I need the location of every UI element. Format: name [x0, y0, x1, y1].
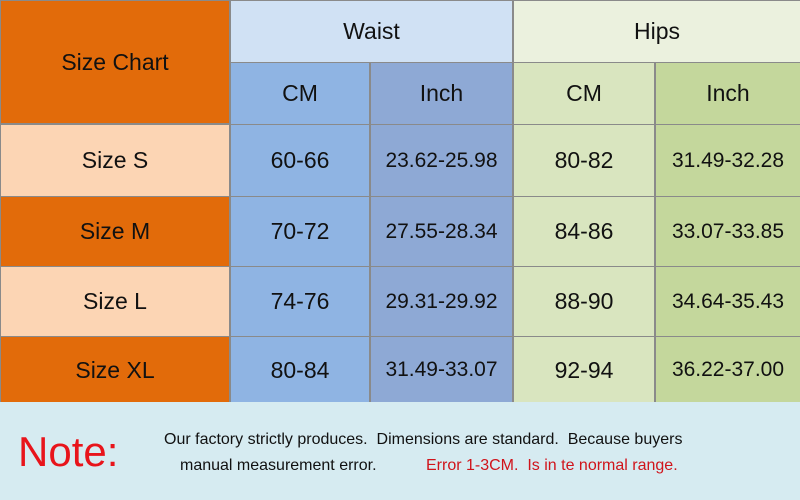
- size-value: 23.62-25.98: [370, 124, 513, 197]
- size-value: 84-86: [513, 196, 655, 267]
- note-text: manual measurement error.: [180, 457, 377, 474]
- size-value: 31.49-33.07: [370, 336, 513, 404]
- size-value: 36.22-37.00: [655, 336, 800, 404]
- size-label: Size L: [0, 266, 230, 337]
- note-text: Our factory strictly produces. Dimension…: [164, 431, 683, 448]
- note-box: Note: Our factory strictly produces. Dim…: [0, 402, 800, 500]
- size-value: 92-94: [513, 336, 655, 404]
- sub-header: CM: [513, 62, 655, 125]
- size-value: 33.07-33.85: [655, 196, 800, 267]
- size-label: Size M: [0, 196, 230, 267]
- size-value: 31.49-32.28: [655, 124, 800, 197]
- size-value: 80-82: [513, 124, 655, 197]
- sub-header: Inch: [655, 62, 800, 125]
- size-label: Size S: [0, 124, 230, 197]
- group-header: Waist: [230, 0, 513, 63]
- size-value: 80-84: [230, 336, 370, 404]
- title-cell: Size Chart: [0, 0, 230, 124]
- size-value: 60-66: [230, 124, 370, 197]
- sub-header: CM: [230, 62, 370, 125]
- sub-header: Inch: [370, 62, 513, 125]
- size-value: 34.64-35.43: [655, 266, 800, 337]
- note-label: Note:: [18, 428, 119, 475]
- size-value: 29.31-29.92: [370, 266, 513, 337]
- note-warning: Error 1-3CM. Is in te normal range.: [426, 457, 678, 474]
- size-value: 27.55-28.34: [370, 196, 513, 267]
- size-label: Size XL: [0, 336, 230, 404]
- size-value: 74-76: [230, 266, 370, 337]
- size-value: 70-72: [230, 196, 370, 267]
- group-header: Hips: [513, 0, 800, 63]
- size-value: 88-90: [513, 266, 655, 337]
